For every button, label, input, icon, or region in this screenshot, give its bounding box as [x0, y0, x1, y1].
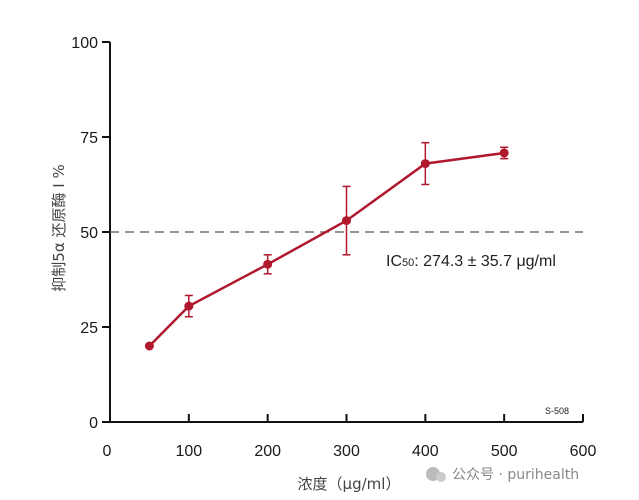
figure-code: S-508	[545, 406, 569, 416]
data-point	[342, 216, 351, 226]
x-tick-label: 500	[491, 443, 518, 460]
watermark: 公众号 · purihealth	[426, 467, 579, 483]
data-point	[420, 159, 430, 169]
watermark-text: 公众号 · purihealth	[452, 467, 579, 483]
x-tick-label: 100	[175, 443, 202, 460]
data-point	[499, 148, 509, 158]
series-group	[144, 141, 509, 351]
y-tick-label: 25	[80, 320, 98, 337]
series-line	[148, 151, 505, 347]
x-tick-label: 300	[333, 443, 360, 460]
x-axis-title: 浓度（μg/ml）	[298, 475, 401, 493]
ic50-annotation: IC50: 274.3 ± 35.7 μg/ml	[386, 253, 556, 270]
y-tick-label: 50	[80, 225, 98, 242]
x-tick-label: 0	[103, 443, 112, 460]
y-tick-label: 75	[80, 130, 98, 147]
y-tick-label: 100	[71, 35, 98, 52]
data-point	[144, 341, 154, 351]
y-tick-label: 0	[89, 415, 98, 432]
data-point	[184, 301, 194, 311]
wechat-icon-small	[436, 472, 446, 482]
axes: 0 25 50 75 100 0 100 200 300 400 500 600	[71, 35, 596, 460]
data-point	[263, 259, 273, 269]
y-axis-title: 抑制5α 还原酶 I %	[50, 164, 68, 291]
x-tick-label: 400	[412, 443, 439, 460]
x-tick-label: 600	[570, 443, 597, 460]
x-tick-label: 200	[254, 443, 281, 460]
